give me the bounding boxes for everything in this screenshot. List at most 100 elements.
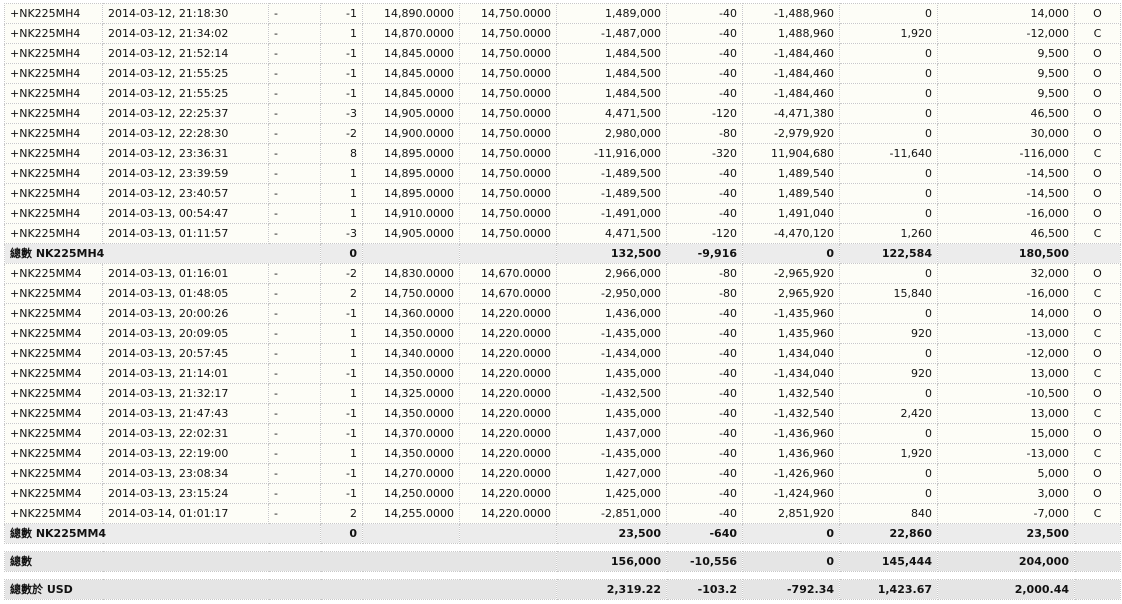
close-price-cell: 14,750.0000 [459,83,557,104]
quantity-cell: -1 [320,83,363,104]
proceeds-cell: 156,000 [556,551,667,572]
proceeds-cell: 1,436,000 [556,303,667,324]
commission-cell: -40 [666,343,743,364]
datetime-cell: 2014-03-12, 22:28:30 [102,123,269,144]
commission-cell: -40 [666,183,743,204]
code-cell: C [1074,403,1121,424]
proceeds-cell: -1,491,000 [556,203,667,224]
exchange-cell: - [268,103,321,124]
mtm-pl-cell: -13,000 [937,443,1075,464]
close-price-cell: 14,220.0000 [459,383,557,404]
close-price-cell [459,243,557,264]
close-price-cell: 14,220.0000 [459,323,557,344]
table-row: +NK225MH4 2014-03-12, 21:52:14- -1 14,845.0… [4,43,1121,64]
symbol-cell: +NK225MH4 [4,143,103,164]
commission-cell: -80 [666,283,743,304]
basis-cell: -1,436,960 [742,423,840,444]
basis-cell: -1,484,460 [742,63,840,84]
basis-cell: -2,979,920 [742,123,840,144]
basis-cell: 1,436,960 [742,443,840,464]
trade-price-cell: 14,870.0000 [362,23,460,44]
proceeds-cell: 2,319.22 [556,579,667,600]
close-price-cell [459,523,557,544]
realized-pl-cell: 0 [839,483,938,504]
code-cell: O [1074,203,1121,224]
proceeds-cell: -1,435,000 [556,443,667,464]
code-cell: O [1074,463,1121,484]
commission-cell: -40 [666,363,743,384]
table-row: +NK225MM4 2014-03-13, 01:16:01- -2 14,830.0… [4,263,1121,284]
proceeds-cell: -2,950,000 [556,283,667,304]
code-cell: C [1074,143,1121,164]
datetime-cell: 2014-03-13, 20:57:45 [102,343,269,364]
trade-price-cell: 14,905.0000 [362,223,460,244]
commission-cell: -9,916 [666,243,743,264]
realized-pl-cell: 0 [839,83,938,104]
code-cell: O [1074,343,1121,364]
basis-cell: -1,426,960 [742,463,840,484]
realized-pl-cell: 0 [839,203,938,224]
commission-cell: -120 [666,103,743,124]
exchange-cell: - [268,363,321,384]
mtm-pl-cell: 13,000 [937,403,1075,424]
quantity-cell: -3 [320,223,363,244]
quantity-cell: -1 [320,43,363,64]
trade-price-cell: 14,845.0000 [362,83,460,104]
proceeds-cell: 1,427,000 [556,463,667,484]
symbol-cell: +NK225MM4 [4,463,103,484]
basis-cell: -792.34 [742,579,840,600]
trade-price-cell: 14,845.0000 [362,63,460,84]
symbol-cell: +NK225MH4 [4,163,103,184]
symbol-cell: +NK225MM4 [4,283,103,304]
table-row: +NK225MH4 2014-03-12, 23:39:59-1 14,895.00… [4,163,1121,184]
exchange-cell: - [268,3,321,24]
quantity-cell: 1 [320,183,363,204]
code-cell: O [1074,263,1121,284]
table-row: +NK225MH4 2014-03-12, 22:25:37- -3 14,905.0… [4,103,1121,124]
datetime-cell: 2014-03-13, 00:54:47 [102,203,269,224]
mtm-pl-cell: 3,000 [937,483,1075,504]
proceeds-cell: 23,500 [556,523,667,544]
spacer-cell [4,543,1121,552]
mtm-pl-cell: 13,000 [937,363,1075,384]
commission-cell: -640 [666,523,743,544]
exchange-cell: - [268,143,321,164]
proceeds-cell: 2,966,000 [556,263,667,284]
symbol-cell: +NK225MM4 [4,303,103,324]
mtm-pl-cell: -16,000 [937,203,1075,224]
table-row: +NK225MM4 2014-03-13, 21:47:43- -1 14,350.0… [4,403,1121,424]
exchange-cell: - [268,223,321,244]
datetime-cell: 2014-03-12, 21:18:30 [102,3,269,24]
quantity-cell: 1 [320,383,363,404]
symbol-cell: +NK225MH4 [4,183,103,204]
trade-price-cell: 14,350.0000 [362,403,460,424]
proceeds-cell: 1,435,000 [556,403,667,424]
commission-cell: -40 [666,303,743,324]
exchange-cell: - [268,183,321,204]
realized-pl-cell: 0 [839,43,938,64]
mtm-pl-cell: 32,000 [937,263,1075,284]
mtm-pl-cell: -16,000 [937,283,1075,304]
basis-cell: 1,489,540 [742,163,840,184]
datetime-cell: 2014-03-12, 23:39:59 [102,163,269,184]
code-cell [1074,579,1121,600]
table-row: +NK225MM4 2014-03-13, 23:15:24- -1 14,250.0… [4,483,1121,504]
basis-cell: 11,904,680 [742,143,840,164]
table-row: +NK225MM4 2014-03-13, 20:57:45-1 14,340.00… [4,343,1121,364]
close-price-cell: 14,750.0000 [459,203,557,224]
code-cell: C [1074,223,1121,244]
quantity-cell: -3 [320,103,363,124]
proceeds-cell: 132,500 [556,243,667,264]
realized-pl-cell: 1,920 [839,23,938,44]
mtm-pl-cell: 15,000 [937,423,1075,444]
trade-price-cell: 14,350.0000 [362,323,460,344]
datetime-cell: 2014-03-13, 20:09:05 [102,323,269,344]
total-label: 總數於 USD [4,579,557,600]
mtm-pl-cell: 30,000 [937,123,1075,144]
exchange-cell: - [268,483,321,504]
realized-pl-cell: 0 [839,463,938,484]
trade-price-cell: 14,905.0000 [362,103,460,124]
datetime-cell: 2014-03-13, 21:14:01 [102,363,269,384]
quantity-cell: 2 [320,283,363,304]
commission-cell: -40 [666,83,743,104]
